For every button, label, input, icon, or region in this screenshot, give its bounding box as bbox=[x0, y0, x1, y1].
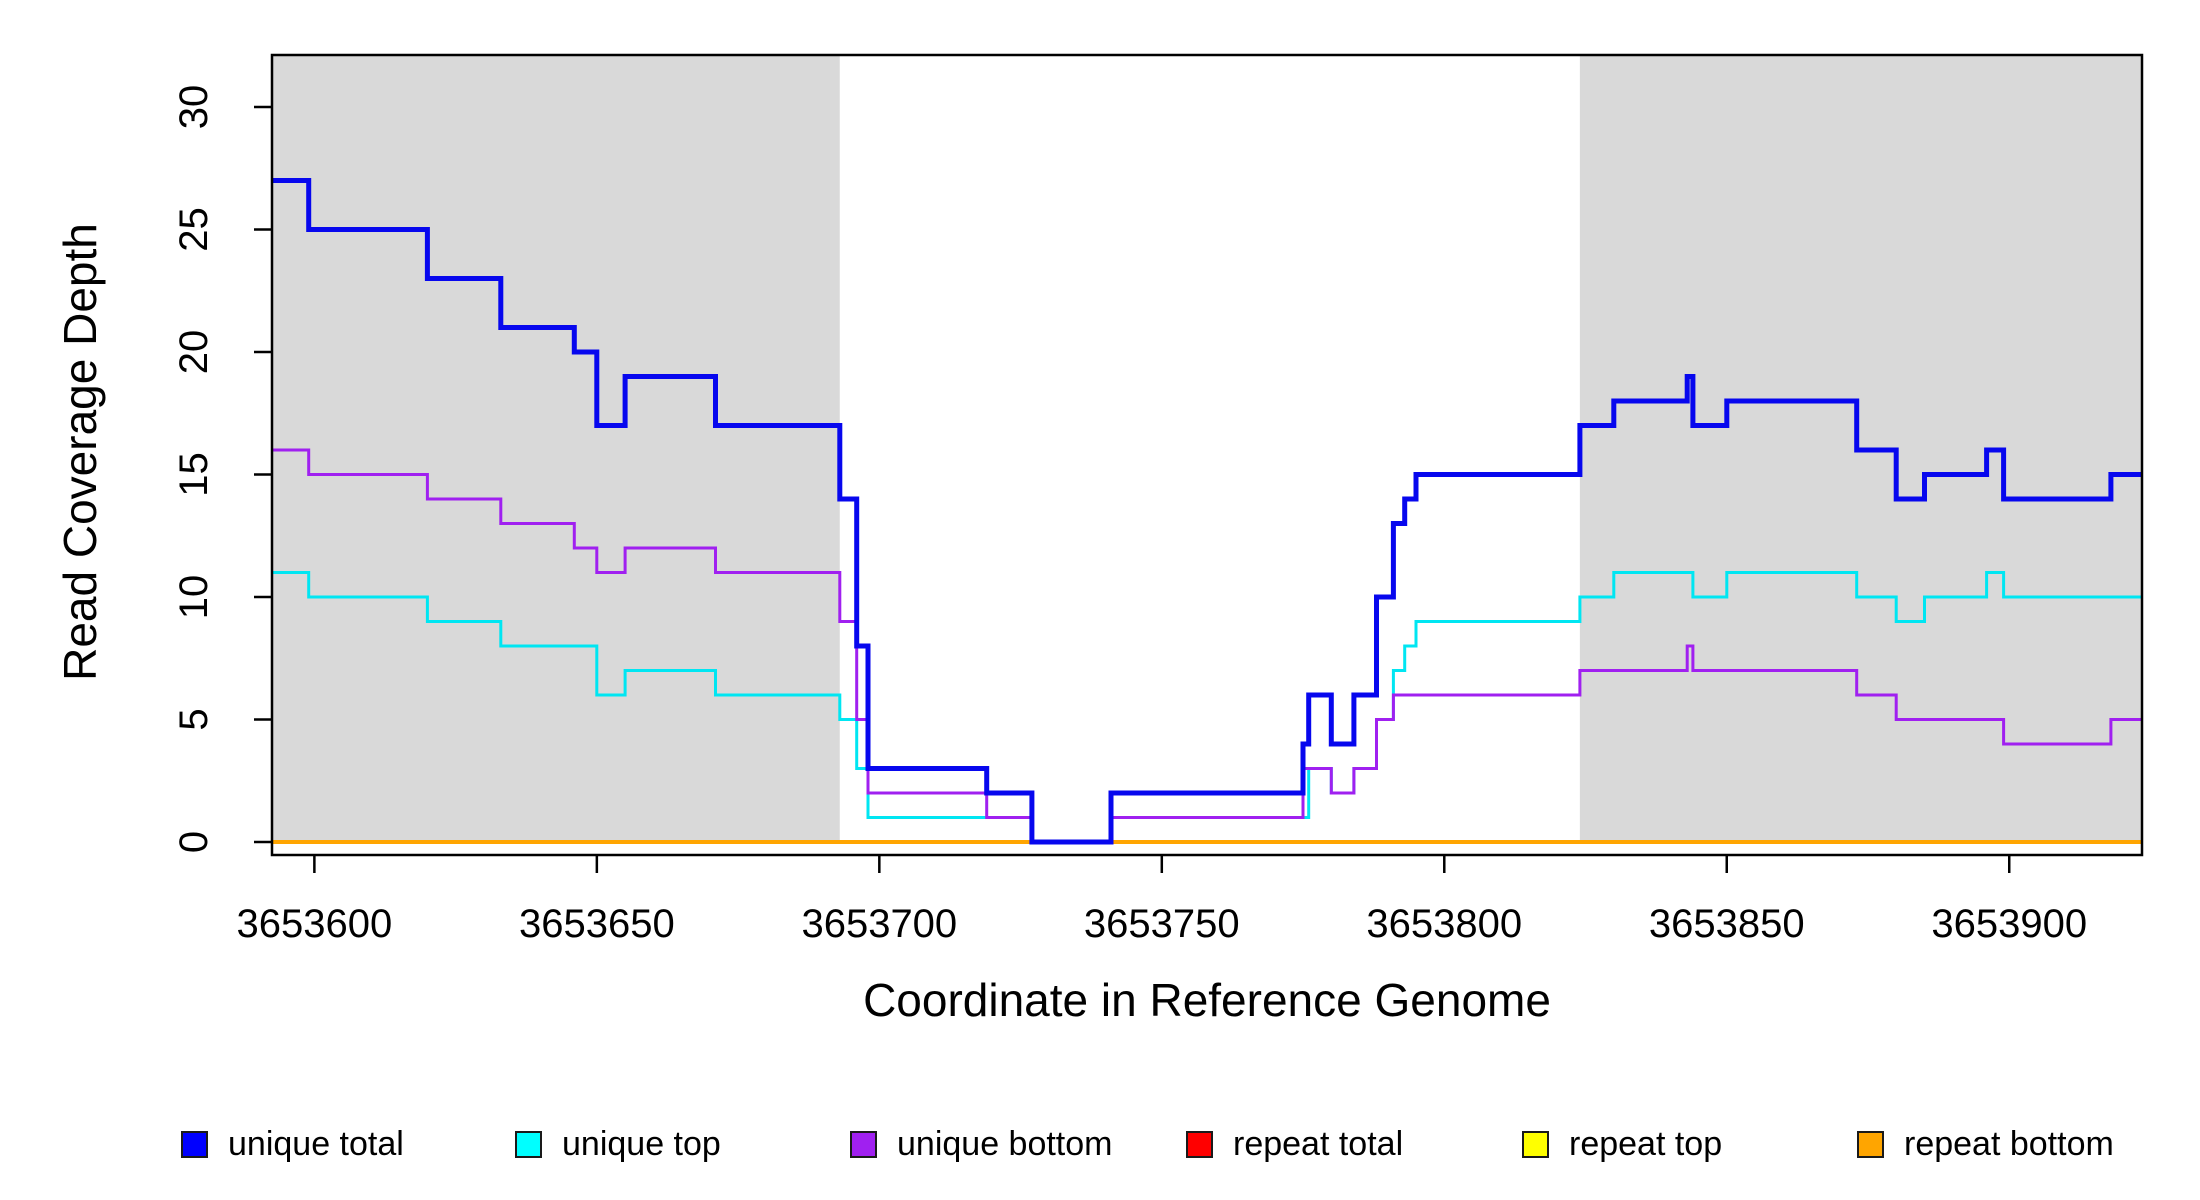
legend-item-unique-total: unique total bbox=[181, 1118, 404, 1170]
y-tick-label: 20 bbox=[172, 330, 216, 375]
legend-swatch-unique-top bbox=[515, 1130, 542, 1158]
plot-border bbox=[270, 53, 2144, 857]
legend-item-repeat-top: repeat top bbox=[1522, 1118, 1722, 1170]
y-tick-label: 30 bbox=[172, 85, 216, 130]
legend: unique total unique top unique bottom repea… bbox=[0, 1110, 2200, 1170]
y-tick-label: 25 bbox=[172, 207, 216, 252]
x-axis-title: Coordinate in Reference Genome bbox=[863, 974, 1551, 1026]
legend-item-repeat-total: repeat total bbox=[1186, 1118, 1403, 1170]
x-tick-label: 3653900 bbox=[1931, 902, 2087, 946]
legend-swatch-unique-bottom bbox=[850, 1130, 877, 1158]
y-axis-title: Read Coverage Depth bbox=[54, 223, 106, 681]
x-tick-label: 3653650 bbox=[519, 902, 675, 946]
legend-item-unique-top: unique top bbox=[515, 1118, 721, 1170]
x-tick-label: 3653600 bbox=[237, 902, 393, 946]
y-tick-label: 0 bbox=[172, 831, 216, 853]
legend-swatch-unique-total bbox=[181, 1130, 208, 1158]
legend-label-unique-total: unique total bbox=[228, 1124, 404, 1163]
legend-item-repeat-bottom: repeat bottom bbox=[1857, 1118, 2114, 1170]
x-tick-label: 3653800 bbox=[1366, 902, 1522, 946]
legend-swatch-repeat-total bbox=[1186, 1130, 1213, 1158]
y-tick-label: 5 bbox=[172, 708, 216, 730]
shaded-repeat-region-1 bbox=[272, 55, 840, 842]
x-tick-label: 3653700 bbox=[801, 902, 957, 946]
legend-label-unique-top: unique top bbox=[562, 1124, 721, 1163]
legend-label-unique-bottom: unique bottom bbox=[897, 1124, 1113, 1163]
legend-label-repeat-bottom: repeat bottom bbox=[1904, 1124, 2114, 1163]
y-tick-label: 10 bbox=[172, 575, 216, 620]
legend-label-repeat-total: repeat total bbox=[1233, 1124, 1404, 1163]
legend-swatch-repeat-top bbox=[1522, 1130, 1549, 1158]
legend-swatch-repeat-bottom bbox=[1857, 1130, 1884, 1158]
x-tick-label: 3653850 bbox=[1649, 902, 1805, 946]
x-tick-label: 3653750 bbox=[1084, 902, 1240, 946]
legend-item-unique-bottom: unique bottom bbox=[850, 1118, 1113, 1170]
legend-label-repeat-top: repeat top bbox=[1569, 1124, 1723, 1163]
series-unique-total-line bbox=[272, 178, 2142, 845]
y-tick-label: 15 bbox=[172, 452, 216, 497]
